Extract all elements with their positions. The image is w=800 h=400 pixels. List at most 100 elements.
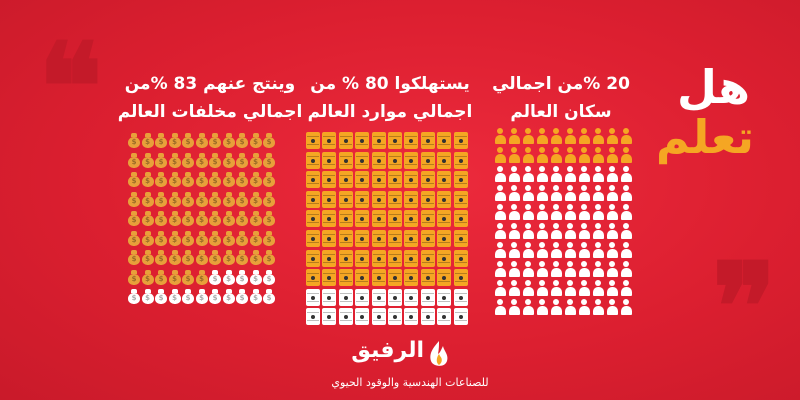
money-bag-icon: $ — [222, 132, 235, 149]
person-icon — [606, 299, 618, 316]
drum-icon — [453, 229, 468, 247]
money-bag-icon: $ — [236, 210, 248, 227]
person-icon — [522, 280, 534, 297]
money-bag-icon: $ — [222, 152, 235, 169]
person-icon — [592, 204, 604, 221]
person-icon — [508, 147, 520, 164]
person-icon — [494, 204, 506, 221]
person-icon — [578, 223, 590, 240]
drum-icon — [404, 190, 419, 208]
resources-icon-grid — [306, 132, 470, 328]
person-icon — [508, 185, 520, 202]
drum-icon — [437, 210, 452, 228]
drum-icon — [420, 171, 435, 189]
person-icon — [564, 204, 576, 221]
drum-icon — [437, 229, 452, 247]
drum-icon — [420, 132, 435, 149]
person-icon — [536, 280, 548, 297]
money-bag-icon: $ — [155, 171, 167, 188]
person-icon — [508, 242, 520, 259]
person-icon — [508, 204, 520, 221]
drum-icon — [453, 190, 468, 208]
waste-stat-line1: وينتج عنهم 83 %من — [124, 74, 296, 94]
money-bag-icon: $ — [195, 132, 208, 149]
person-icon — [494, 185, 506, 202]
money-bag-icon: $ — [209, 210, 221, 227]
person-icon — [564, 185, 576, 202]
person-icon — [536, 185, 548, 202]
resources-stat-title: يستهلكوا 80 % من اجمالي موارد العالم — [290, 70, 490, 126]
money-bag-icon: $ — [249, 171, 262, 188]
money-bag-icon: $ — [195, 230, 208, 247]
money-bag-icon: $ — [249, 132, 262, 149]
drum-icon — [453, 132, 468, 149]
money-bag-icon: $ — [263, 288, 275, 305]
money-bag-icon: $ — [263, 230, 275, 247]
drum-icon — [306, 229, 320, 247]
person-icon — [592, 147, 604, 164]
open-quote-icon: ❝ — [38, 17, 103, 158]
money-bag-icon: $ — [182, 230, 194, 247]
person-icon — [592, 185, 604, 202]
money-bag-icon: $ — [155, 230, 167, 247]
money-bag-icon: $ — [141, 210, 154, 227]
drum-icon — [322, 132, 337, 149]
money-bag-icon: $ — [128, 152, 140, 169]
drum-icon — [404, 151, 419, 169]
person-icon — [508, 280, 520, 297]
money-bag-icon: $ — [209, 269, 221, 286]
person-icon — [494, 242, 506, 259]
drum-icon — [420, 308, 435, 326]
drum-icon — [420, 151, 435, 169]
waste-stat-title: وينتج عنهم 83 %من اجمالي مخلفات العالم — [110, 70, 310, 126]
person-icon — [494, 128, 506, 145]
drum-icon — [355, 308, 370, 326]
drum-icon — [355, 288, 370, 306]
drum-icon — [437, 249, 452, 267]
money-bag-icon: $ — [209, 230, 221, 247]
drum-icon — [338, 151, 353, 169]
drum-icon — [420, 210, 435, 228]
person-icon — [550, 280, 562, 297]
drum-icon — [338, 249, 353, 267]
person-icon — [620, 223, 632, 240]
drum-icon — [387, 190, 402, 208]
drum-icon — [404, 308, 419, 326]
drum-icon — [371, 288, 386, 306]
money-bag-icon: $ — [168, 191, 181, 208]
person-icon — [620, 166, 632, 183]
person-icon — [494, 299, 506, 316]
drum-icon — [453, 308, 468, 326]
money-bag-icon: $ — [128, 171, 140, 188]
person-icon — [522, 166, 534, 183]
flame-icon — [430, 341, 448, 366]
drum-icon — [387, 308, 402, 326]
money-bag-icon: $ — [222, 269, 235, 286]
person-icon — [536, 242, 548, 259]
person-icon — [494, 261, 506, 278]
person-icon — [536, 147, 548, 164]
drum-icon — [371, 190, 386, 208]
money-bag-icon: $ — [209, 249, 221, 266]
money-bag-icon: $ — [263, 152, 275, 169]
drum-icon — [387, 171, 402, 189]
money-bag-icon: $ — [128, 249, 140, 266]
drum-icon — [420, 288, 435, 306]
drum-icon — [371, 151, 386, 169]
drum-icon — [404, 132, 419, 149]
money-bag-icon: $ — [141, 152, 154, 169]
person-icon — [578, 147, 590, 164]
money-bag-icon: $ — [141, 171, 154, 188]
person-icon — [606, 166, 618, 183]
headline: هل تعلم — [640, 60, 760, 170]
person-icon — [536, 166, 548, 183]
drum-icon — [404, 171, 419, 189]
drum-icon — [420, 249, 435, 267]
person-icon — [536, 299, 548, 316]
money-bag-icon: $ — [128, 191, 140, 208]
money-bag-icon: $ — [155, 210, 167, 227]
person-icon — [578, 166, 590, 183]
drum-icon — [453, 249, 468, 267]
person-icon — [606, 261, 618, 278]
person-icon — [592, 261, 604, 278]
